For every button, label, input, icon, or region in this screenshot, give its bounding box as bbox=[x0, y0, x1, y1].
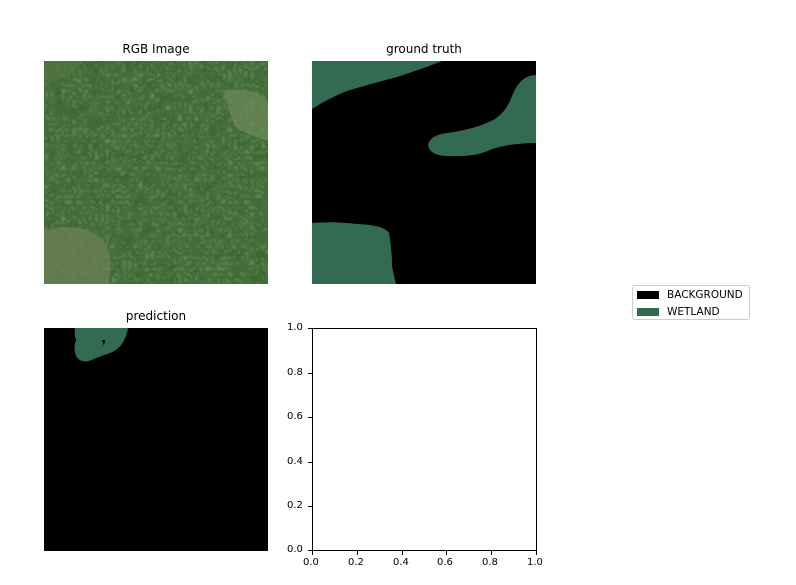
x-tick-label: 0.8 bbox=[482, 557, 498, 568]
y-tick-label: 0.6 bbox=[287, 411, 303, 422]
x-tick-mark bbox=[491, 551, 492, 555]
y-tick-mark bbox=[308, 373, 312, 374]
y-tick-label: 0.4 bbox=[287, 456, 303, 467]
aerial-forest-image bbox=[44, 61, 268, 284]
y-tick-label: 1.0 bbox=[287, 322, 303, 333]
empty-axes bbox=[312, 328, 537, 551]
y-tick-mark bbox=[308, 328, 312, 329]
x-tick-mark bbox=[402, 551, 403, 555]
x-tick-label: 0.2 bbox=[348, 557, 364, 568]
legend-item-background: BACKGROUND bbox=[637, 288, 743, 302]
prediction-title: prediction bbox=[125, 309, 187, 323]
prediction-panel bbox=[44, 328, 268, 551]
y-tick-mark bbox=[308, 417, 312, 418]
x-tick-label: 0.4 bbox=[393, 557, 409, 568]
ground-truth-panel bbox=[312, 61, 536, 284]
y-tick-mark bbox=[308, 550, 312, 551]
y-tick-label: 0.0 bbox=[287, 544, 303, 555]
x-tick-mark bbox=[312, 551, 313, 555]
y-tick-mark bbox=[308, 462, 312, 463]
x-tick-label: 1.0 bbox=[527, 557, 543, 568]
legend-item-wetland: WETLAND bbox=[637, 305, 720, 319]
rgb-image-panel bbox=[44, 61, 268, 284]
y-tick-mark bbox=[308, 506, 312, 507]
rgb-image-title: RGB Image bbox=[122, 42, 190, 56]
ground-truth-mask bbox=[312, 61, 536, 284]
legend-label: BACKGROUND bbox=[667, 289, 743, 301]
x-tick-label: 0.6 bbox=[437, 557, 453, 568]
prediction-mask bbox=[44, 328, 268, 551]
ground-truth-title: ground truth bbox=[386, 42, 462, 56]
wetland-swatch bbox=[637, 308, 659, 316]
x-tick-mark bbox=[446, 551, 447, 555]
legend: BACKGROUND WETLAND bbox=[632, 285, 750, 320]
legend-label: WETLAND bbox=[667, 306, 720, 318]
x-tick-mark bbox=[536, 551, 537, 555]
background-swatch bbox=[637, 291, 659, 299]
y-tick-label: 0.2 bbox=[287, 500, 303, 511]
x-tick-label: 0.0 bbox=[303, 557, 319, 568]
x-tick-mark bbox=[357, 551, 358, 555]
y-tick-label: 0.8 bbox=[287, 367, 303, 378]
